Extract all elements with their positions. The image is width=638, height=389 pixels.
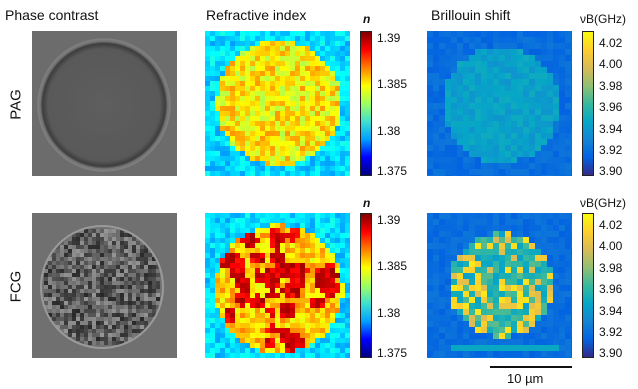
header-brillouin-shift: Brillouin shift — [431, 7, 511, 23]
ri-tick-3-row2: 1.38 — [377, 306, 401, 320]
ri-tick-2-row1: 1.385 — [377, 77, 408, 91]
ri-tick-3-row1: 1.38 — [377, 124, 401, 138]
ri-colorbar-row1 — [360, 31, 372, 176]
bs-colorbar-unit-row2: νB(GHz) — [580, 196, 627, 210]
brillouin-shift-fcg-image — [427, 213, 572, 358]
ri-tick-2-row2: 1.385 — [377, 259, 408, 273]
bs-tick-5-row1: 3.94 — [599, 122, 623, 136]
ri-colorbar-unit-row2: n — [363, 196, 371, 210]
bs-tick-6-row1: 3.92 — [599, 143, 623, 157]
ri-colorbar-row2 — [360, 213, 372, 358]
bs-tick-1-row2: 4.02 — [599, 218, 623, 232]
bs-colorbar-row1 — [582, 31, 594, 176]
bs-tick-2-row1: 4.00 — [599, 57, 623, 71]
refractive-index-pag-image — [205, 31, 350, 176]
bs-tick-3-row1: 3.98 — [599, 79, 623, 93]
phase-contrast-pag-image — [32, 31, 177, 176]
bs-tick-3-row2: 3.98 — [599, 261, 623, 275]
row-label-fcg: FCG — [7, 270, 25, 303]
ri-tick-1-row2: 1.39 — [377, 213, 401, 227]
refractive-index-fcg-image — [205, 213, 350, 358]
header-refractive-index: Refractive index — [206, 7, 307, 23]
bs-tick-4-row1: 3.96 — [599, 100, 623, 114]
bs-colorbar-row2 — [582, 213, 594, 358]
bs-tick-5-row2: 3.94 — [599, 304, 623, 318]
ri-tick-4-row1: 1.375 — [377, 164, 408, 178]
bs-tick-6-row2: 3.92 — [599, 325, 623, 339]
bs-tick-1-row1: 4.02 — [599, 36, 623, 50]
ri-tick-4-row2: 1.375 — [377, 346, 408, 360]
bs-tick-2-row2: 4.00 — [599, 239, 623, 253]
bs-tick-7-row2: 3.90 — [599, 346, 623, 360]
header-phase-contrast: Phase contrast — [5, 7, 99, 23]
bs-tick-7-row1: 3.90 — [599, 164, 623, 178]
ri-colorbar-unit-row1: n — [363, 12, 371, 26]
ri-tick-1-row1: 1.39 — [377, 31, 401, 45]
row-label-pag: PAG — [7, 89, 25, 120]
scale-bar-label: 10 µm — [507, 371, 544, 386]
phase-contrast-fcg-image — [32, 213, 177, 358]
scale-bar — [490, 366, 572, 368]
bs-colorbar-unit-row1: νB(GHz) — [580, 12, 627, 26]
bs-tick-4-row2: 3.96 — [599, 282, 623, 296]
brillouin-shift-pag-image — [427, 31, 572, 176]
